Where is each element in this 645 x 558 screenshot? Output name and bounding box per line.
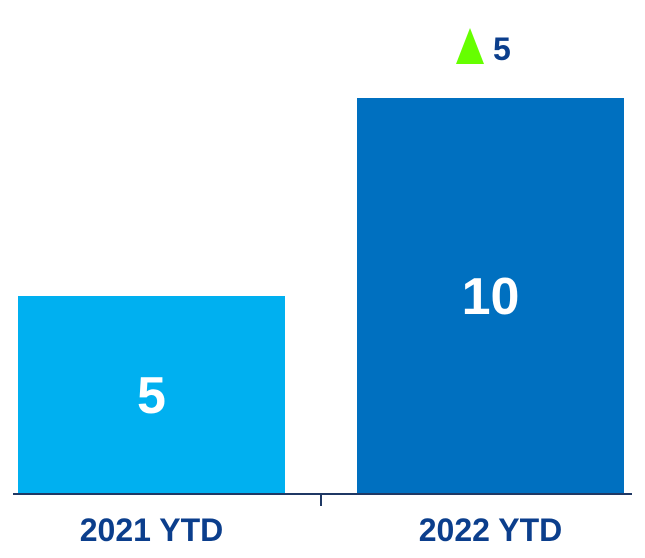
category-label-2: 2022 YTD	[419, 512, 563, 548]
labels-layer: 5 2021 YTD 10 2022 YTD	[80, 268, 563, 548]
change-indicator: 5	[456, 28, 511, 67]
bar-1	[18, 296, 285, 494]
bar-2	[357, 98, 624, 494]
bar-value-label-1: 5	[137, 367, 166, 425]
triangle-up-icon	[456, 28, 484, 64]
bars-layer	[18, 98, 624, 494]
change-label: 5	[493, 31, 511, 67]
category-label-1: 2021 YTD	[80, 512, 224, 548]
bar-value-label-2: 10	[462, 268, 520, 326]
